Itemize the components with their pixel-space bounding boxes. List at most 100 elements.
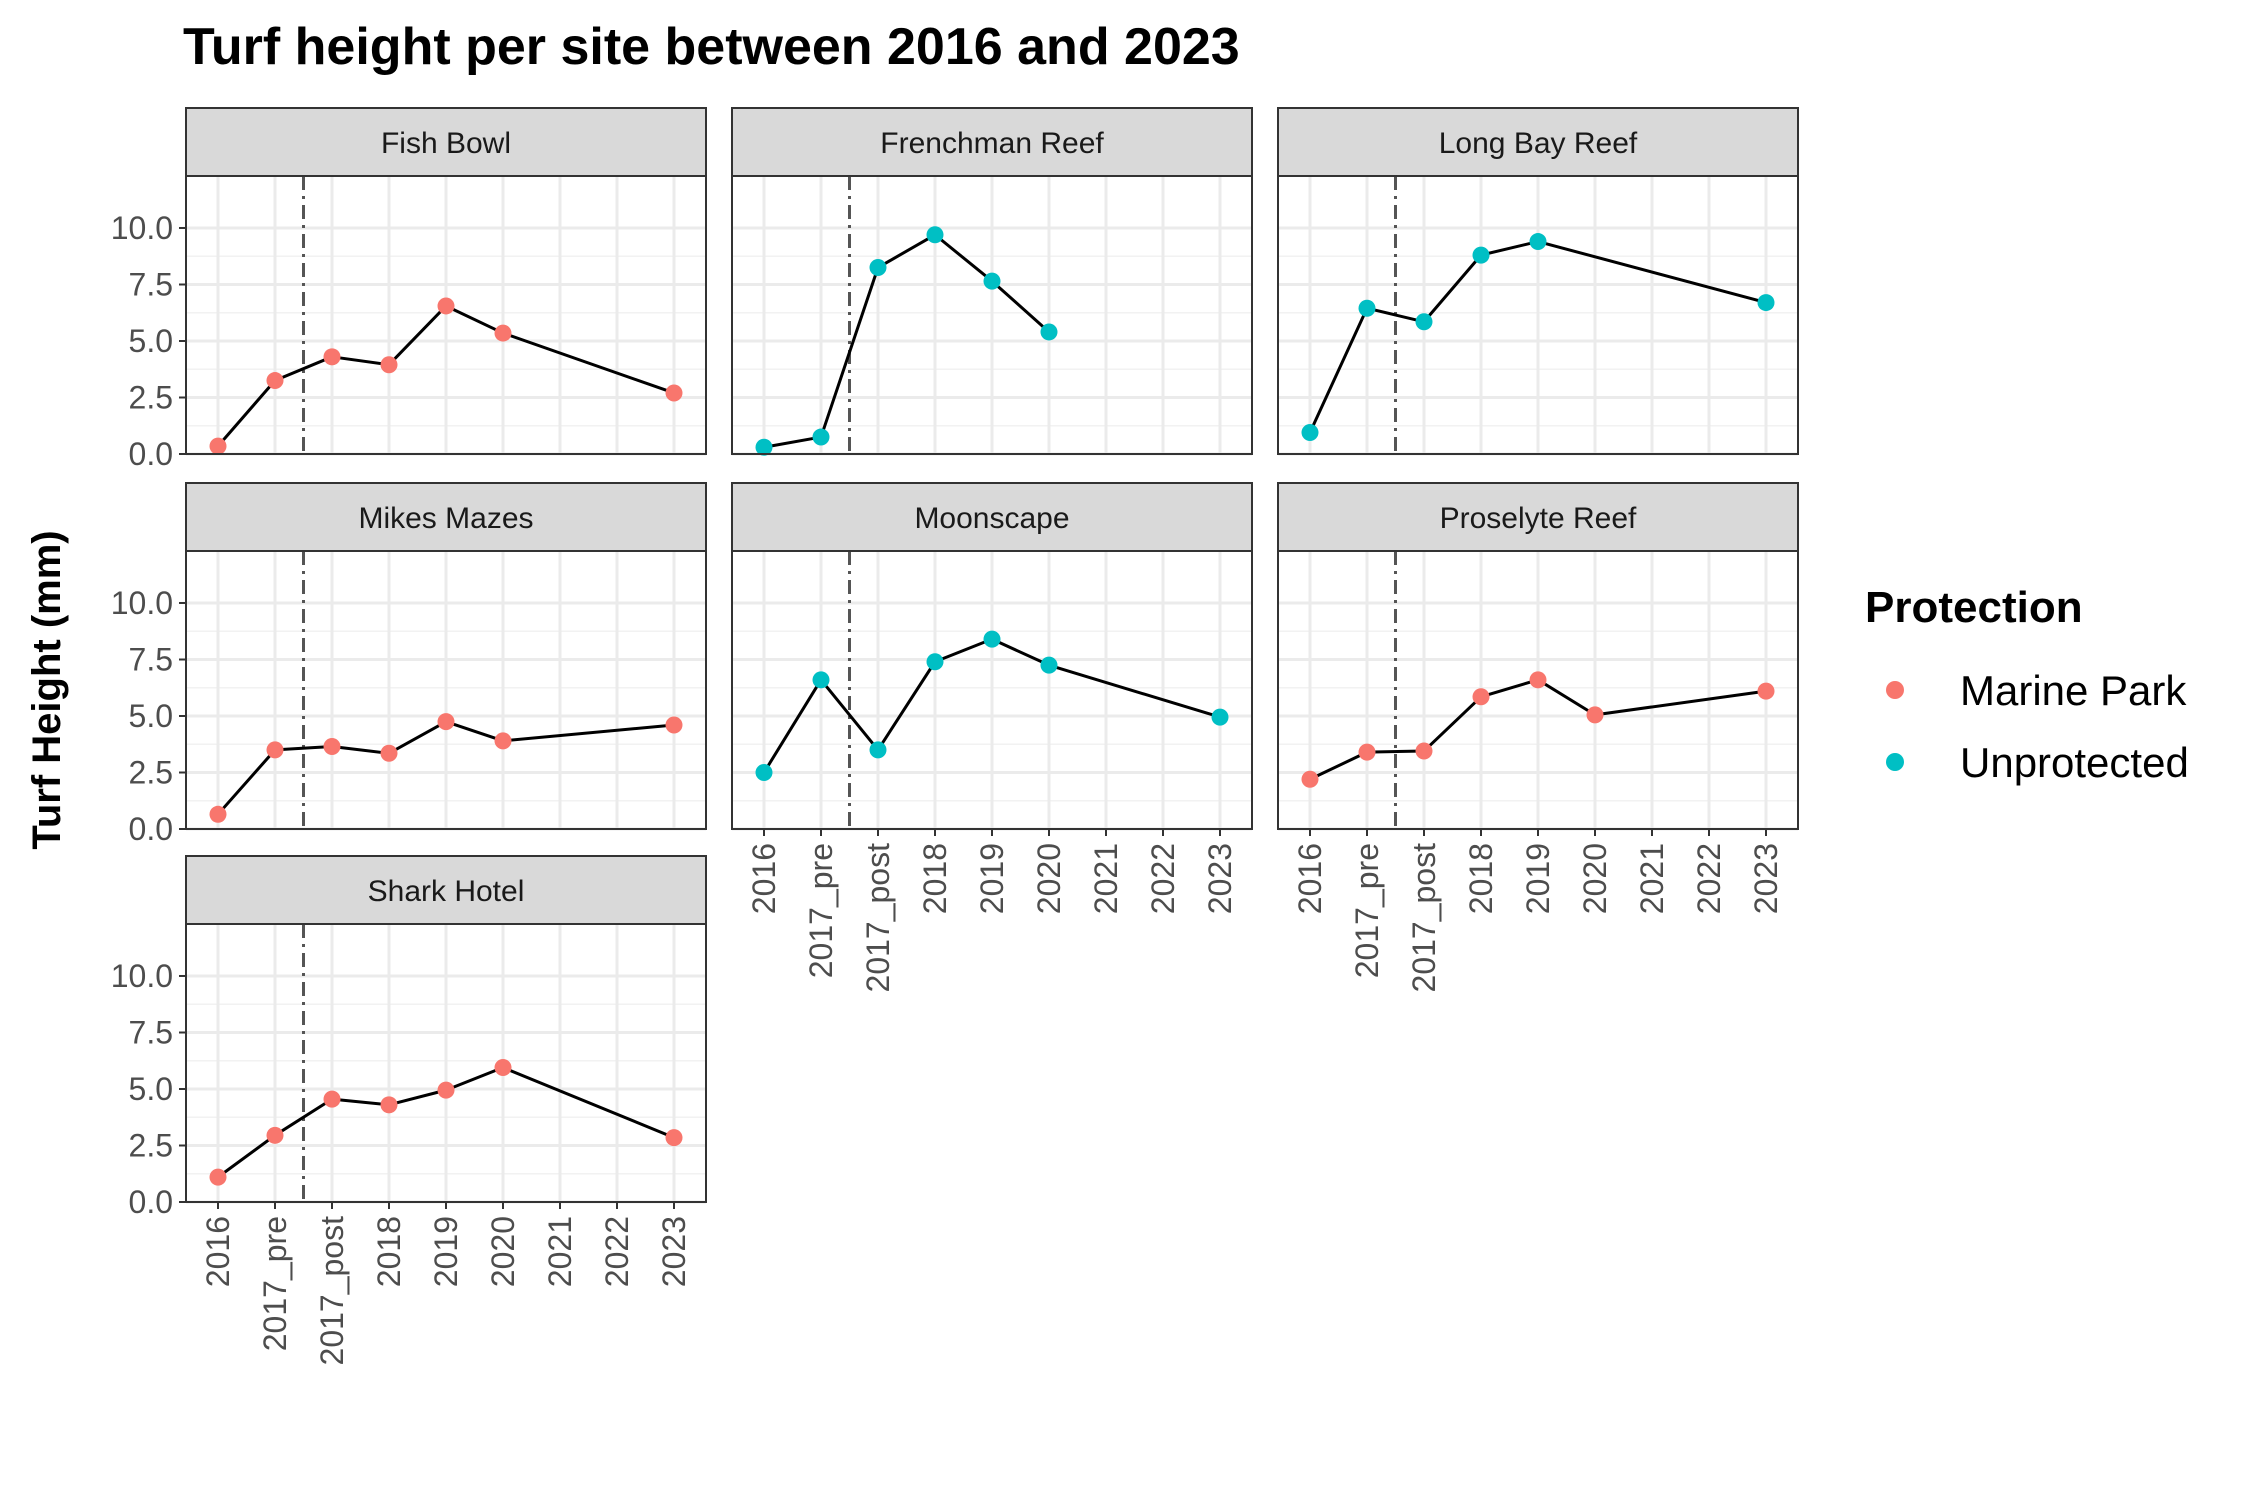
facet-strip-label: Fish Bowl <box>381 127 511 160</box>
gridlines <box>186 176 706 456</box>
data-point-frenchman-reef-2017-pre <box>812 428 830 446</box>
facet-strip-label: Long Bay Reef <box>1439 127 1638 160</box>
data-point-long-bay-reef-2023 <box>1757 294 1775 312</box>
y-tick-label: 0.0 <box>129 811 173 847</box>
y-axis-title: Turf Height (mm) <box>25 530 69 849</box>
data-point-mikes-mazes-2018 <box>380 744 398 762</box>
x-tick-label: 2022 <box>1145 843 1181 914</box>
facet-panel-long-bay-reef: Long Bay Reef <box>1277 107 1799 456</box>
data-point-fish-bowl-2016 <box>209 437 227 455</box>
facet-strip <box>185 107 707 177</box>
data-point-fish-bowl-2017-post <box>323 348 341 366</box>
facet-strip <box>1277 107 1799 177</box>
data-point-fish-bowl-2018 <box>380 356 398 374</box>
data-point-long-bay-reef-2019 <box>1529 233 1547 251</box>
x-tick-label: 2017_post <box>314 1216 350 1366</box>
data-point-proselyte-reef-2017-post <box>1415 742 1433 760</box>
facet-strip-label: Moonscape <box>914 502 1069 535</box>
facet-panels: Fish Bowl 0.0 2.5 5.0 7.5 10.0 Frenchman Reef L… <box>111 107 1799 1366</box>
facet-panel-frenchman-reef: Frenchman Reef <box>731 107 1253 456</box>
y-tick-label: 5.0 <box>129 698 173 734</box>
data-point-shark-hotel-2018 <box>380 1096 398 1114</box>
data-point-mikes-mazes-2016 <box>209 805 227 823</box>
data-point-mikes-mazes-2023 <box>665 716 683 734</box>
panel-border <box>185 550 707 830</box>
y-tick-label: 7.5 <box>129 1014 173 1050</box>
y-tick-label: 2.5 <box>129 754 173 790</box>
x-tick-label: 2017_post <box>1406 843 1442 993</box>
series-line-long-bay-reef <box>1308 240 1767 434</box>
x-tick-label: 2017_post <box>860 843 896 993</box>
data-point-moonscape-2018 <box>926 653 944 671</box>
facet-panel-shark-hotel: Shark Hotel 0.0 2.5 5.0 7.5 10.0 2016 2017_pre 2… <box>111 855 707 1366</box>
data-point-proselyte-reef-2023 <box>1757 682 1775 700</box>
data-point-mikes-mazes-2017-pre <box>266 741 284 759</box>
y-tick-label: 10.0 <box>111 958 173 994</box>
facet-strip <box>731 482 1253 552</box>
facet-panel-moonscape: Moonscape 2016 2017_pre 2017_post 2018 2019 20… <box>731 482 1253 993</box>
y-tick-label: 7.5 <box>129 266 173 302</box>
panel-border <box>731 175 1253 455</box>
data-point-long-bay-reef-2017-pre <box>1358 299 1376 317</box>
data-point-proselyte-reef-2020 <box>1586 706 1604 724</box>
gridlines <box>186 924 706 1204</box>
data-point-mikes-mazes-2020 <box>494 732 512 750</box>
y-tick-label: 5.0 <box>129 1071 173 1107</box>
x-tick-label: 2017_pre <box>1349 843 1385 978</box>
data-point-moonscape-2020 <box>1040 656 1058 674</box>
facet-strip <box>1277 482 1799 552</box>
data-point-proselyte-reef-2018 <box>1472 688 1490 706</box>
x-tick-label: 2020 <box>1577 843 1613 914</box>
x-tick-label: 2022 <box>599 1216 635 1287</box>
panel-border <box>185 175 707 455</box>
y-tick-label: 2.5 <box>129 379 173 415</box>
facet-panel-fish-bowl: Fish Bowl 0.0 2.5 5.0 7.5 10.0 <box>111 107 707 472</box>
data-point-mikes-mazes-2017-post <box>323 738 341 756</box>
data-point-proselyte-reef-2016 <box>1301 770 1319 788</box>
data-point-frenchman-reef-2018 <box>926 226 944 244</box>
x-tick-label: 2016 <box>1292 843 1328 914</box>
data-point-fish-bowl-2019 <box>437 297 455 315</box>
data-point-long-bay-reef-2017-post <box>1415 313 1433 331</box>
x-tick-label: 2018 <box>371 1216 407 1287</box>
y-tick-label: 7.5 <box>129 641 173 677</box>
x-tick-label: 2021 <box>1088 843 1124 914</box>
data-point-fish-bowl-2017-pre <box>266 372 284 390</box>
x-tick-label: 2018 <box>917 843 953 914</box>
x-tick-label: 2018 <box>1463 843 1499 914</box>
facet-strip-label: Mikes Mazes <box>358 502 533 535</box>
data-point-shark-hotel-2019 <box>437 1081 455 1099</box>
data-point-proselyte-reef-2017-pre <box>1358 743 1376 761</box>
data-point-frenchman-reef-2019 <box>983 272 1001 290</box>
x-tick-label: 2023 <box>1748 843 1784 914</box>
x-tick-label: 2017_pre <box>257 1216 293 1351</box>
data-point-moonscape-2023 <box>1211 708 1229 726</box>
legend-items: Marine Park Unprotected <box>1886 667 2189 786</box>
y-tick-label: 5.0 <box>129 323 173 359</box>
x-tick-label: 2023 <box>1202 843 1238 914</box>
facet-panel-mikes-mazes: Mikes Mazes 0.0 2.5 5.0 7.5 10.0 <box>111 482 707 847</box>
x-tick-label: 2017_pre <box>803 843 839 978</box>
series-line-frenchman-reef <box>763 233 1050 449</box>
data-point-moonscape-2016 <box>755 763 773 781</box>
legend-item-unprotected: Unprotected <box>1886 739 2189 786</box>
data-point-proselyte-reef-2019 <box>1529 671 1547 689</box>
x-tick-label: 2022 <box>1691 843 1727 914</box>
panel-border <box>1277 175 1799 455</box>
x-tick-label: 2019 <box>1520 843 1556 914</box>
data-point-fish-bowl-2020 <box>494 324 512 342</box>
x-tick-label: 2020 <box>1031 843 1067 914</box>
x-tick-label: 2019 <box>974 843 1010 914</box>
data-point-shark-hotel-2017-pre <box>266 1126 284 1144</box>
facet-strip <box>731 107 1253 177</box>
x-tick-label: 2016 <box>746 843 782 914</box>
y-tick-label: 0.0 <box>129 1184 173 1220</box>
data-point-shark-hotel-2020 <box>494 1059 512 1077</box>
facet-strip <box>185 855 707 925</box>
x-tick-label: 2019 <box>428 1216 464 1287</box>
data-point-fish-bowl-2023 <box>665 384 683 402</box>
legend-item-marine-park: Marine Park <box>1886 667 2187 714</box>
y-tick-label: 0.0 <box>129 436 173 472</box>
facet-strip-label: Shark Hotel <box>368 875 525 908</box>
facet-strip-label: Frenchman Reef <box>880 127 1104 160</box>
